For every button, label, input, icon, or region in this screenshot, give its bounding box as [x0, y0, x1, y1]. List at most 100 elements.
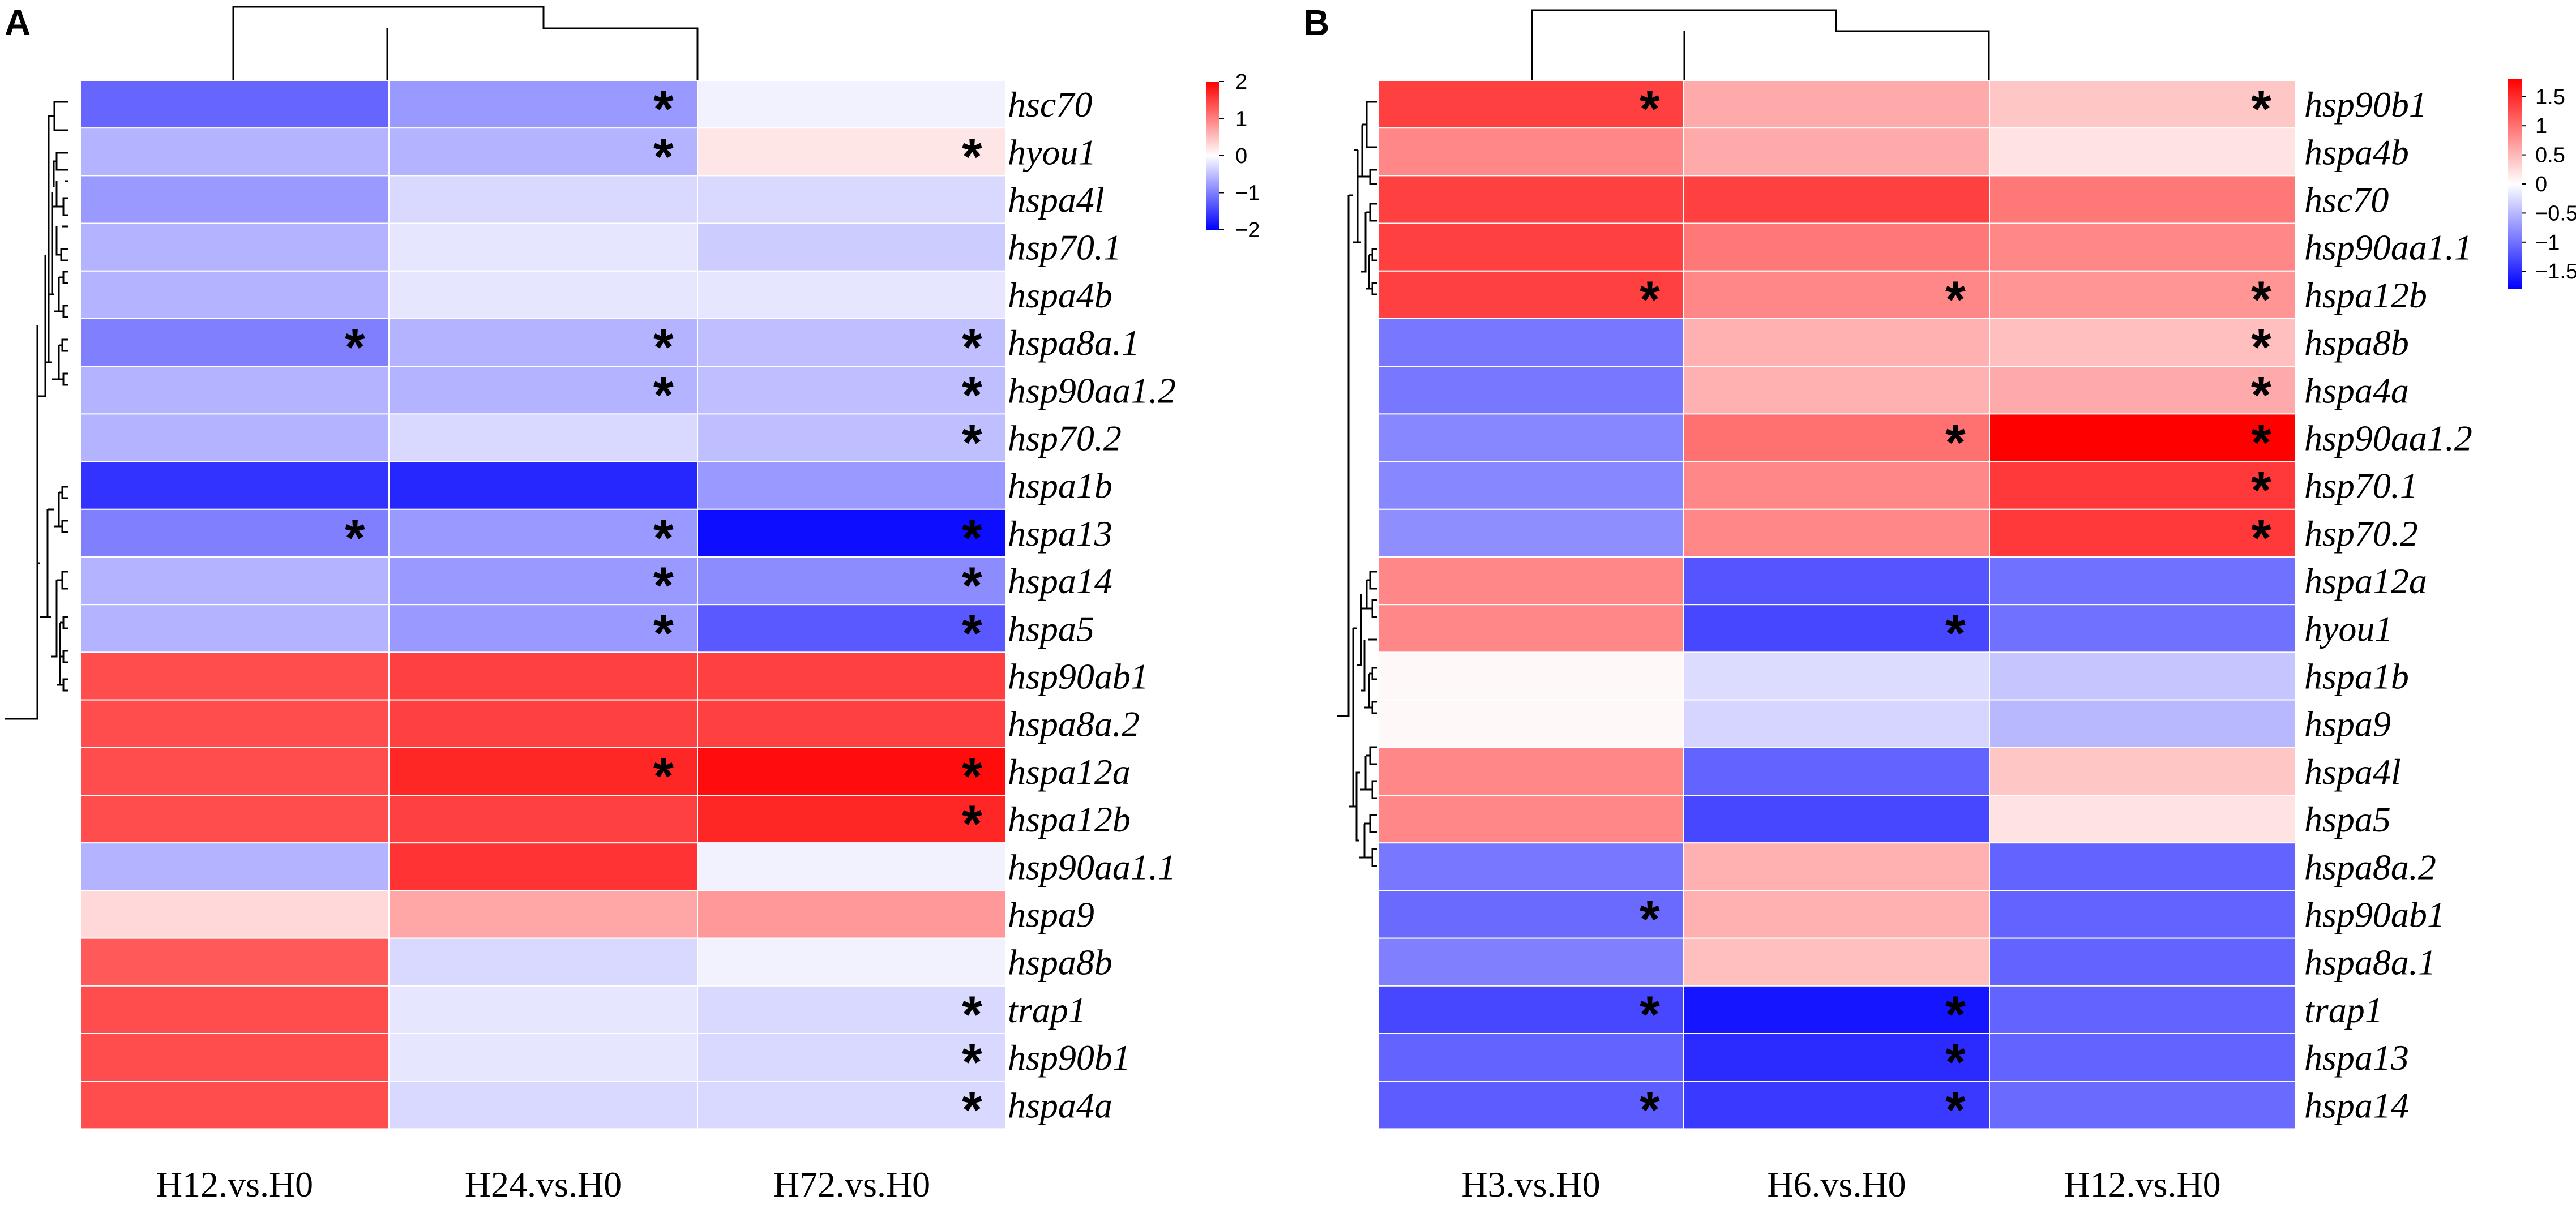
row-label-b-hspa9: hspa9 — [2304, 704, 2391, 744]
column-label-a-H72.vs.H0: H72.vs.H0 — [773, 1164, 930, 1204]
heatmap-cell-a-hsp90b1-H12.vs.H0 — [80, 1033, 390, 1082]
row-dendrogram-b — [1337, 101, 1378, 867]
heatmap-cell-a-hsp70.2-H12.vs.H0 — [80, 413, 390, 462]
row-label-a-hspa12a: hspa12a — [1008, 752, 1131, 792]
significance-marker-b-hsp90aa1.2-H6.vs.H0: * — [1945, 414, 1966, 472]
heatmap-cell-b-hspa14-H6.vs.H0 — [1683, 1081, 1990, 1130]
heatmap-cell-a-hspa13-H24.vs.H0 — [388, 508, 698, 558]
row-label-a-hsp90b1: hsp90b1 — [1008, 1037, 1131, 1078]
heatmap-cell-b-hsp90ab1-H3.vs.H0 — [1377, 890, 1684, 939]
significance-markers-b: * ** * **** ****** *** * — [1640, 80, 2271, 1139]
significance-marker-a-trap1-H72.vs.H0: * — [962, 986, 982, 1044]
panel-letter-b: B — [1303, 2, 1329, 43]
legend-tick-label-b-4: −0.5 — [2535, 202, 2576, 225]
heatmap-cell-a-hspa13-H12.vs.H0 — [80, 508, 390, 558]
significance-marker-a-hspa4a-H72.vs.H0: * — [962, 1081, 982, 1139]
heatmap-cell-b-hspa12a-H3.vs.H0 — [1377, 556, 1684, 606]
significance-marker-b-hspa12b-H6.vs.H0: * — [1945, 271, 1966, 329]
row-label-a-hsp70.1: hsp70.1 — [1008, 228, 1122, 268]
dendrogram-a — [5, 6, 699, 720]
column-label-a-H24.vs.H0: H24.vs.H0 — [465, 1164, 622, 1204]
heatmap-cell-b-hsc70-H3.vs.H0 — [1377, 175, 1684, 224]
significance-marker-a-hsp90aa1.2-H72.vs.H0: * — [962, 366, 982, 424]
column-label-b-H12.vs.H0: H12.vs.H0 — [2064, 1164, 2220, 1204]
heatmap-cell-a-hsc70-H24.vs.H0 — [388, 80, 698, 129]
heatmap-cell-a-hyou1-H12.vs.H0 — [80, 127, 390, 177]
heatmap-cell-a-hspa14-H12.vs.H0 — [80, 556, 390, 606]
heatmap-cell-b-hspa8b-H12.vs.H0 — [1989, 318, 2296, 367]
legend-tick-label-b-0: 1.5 — [2535, 85, 2565, 109]
significance-marker-a-hyou1-H72.vs.H0: * — [962, 128, 982, 186]
heatmap-cell-a-hspa8a.1-H12.vs.H0 — [80, 318, 390, 367]
row-labels-a: hsc70 hyou1 hspa4l hsp70.1 hspa4b hspa8a.1 hsp… — [1008, 84, 1176, 1125]
heatmap-cell-a-hspa14-H24.vs.H0 — [388, 556, 698, 606]
heatmap-cell-a-hspa4b-H72.vs.H0 — [697, 270, 1007, 319]
row-label-b-hspa8a.1: hspa8a.1 — [2304, 942, 2436, 983]
heatmap-cell-a-hspa5-H72.vs.H0 — [697, 604, 1007, 653]
heatmap-cell-b-hsp90ab1-H6.vs.H0 — [1683, 890, 1990, 939]
significance-marker-b-hsp90aa1.2-H12.vs.H0: * — [2251, 414, 2271, 472]
heatmap-cell-b-hspa8a.1-H12.vs.H0 — [1989, 937, 2296, 987]
heatmap-cell-b-hsp90b1-H6.vs.H0 — [1683, 80, 1990, 129]
heatmap-cell-b-hsp70.1-H12.vs.H0 — [1989, 461, 2296, 510]
heatmap-panel-a: A ** ** * ** *** * ** ** ** ***** hsc70hyou1hspa4… — [5, 2, 1260, 1204]
heatmap-cell-b-hspa4b-H12.vs.H0 — [1989, 127, 2296, 177]
row-label-b-hsp70.1: hsp70.1 — [2304, 466, 2418, 506]
row-dendrogram-a — [5, 101, 68, 720]
significance-marker-b-hspa4a-H12.vs.H0: * — [2251, 366, 2271, 424]
significance-marker-a-hspa12a-H72.vs.H0: * — [962, 748, 982, 805]
legend-gradient-bar-a — [1206, 82, 1219, 230]
heatmap-cell-b-hsp90aa1.2-H12.vs.H0 — [1989, 413, 2296, 462]
significance-marker-a-hspa8a.1-H24.vs.H0: * — [653, 319, 674, 376]
row-label-b-hspa8b: hspa8b — [2304, 323, 2409, 363]
heatmap-cell-a-hspa4l-H12.vs.H0 — [80, 175, 390, 224]
column-labels-a: H12.vs.H0 H24.vs.H0 H72.vs.H0 — [156, 1164, 930, 1204]
legend-tick-label-b-5: −1 — [2535, 231, 2560, 255]
significance-marker-a-hspa13-H12.vs.H0: * — [345, 509, 365, 567]
heatmap-cells-a — [80, 80, 1007, 1130]
heatmap-cell-a-hspa12a-H24.vs.H0 — [388, 747, 698, 796]
heatmap-cell-a-hspa8b-H12.vs.H0 — [80, 937, 390, 987]
significance-marker-a-hyou1-H24.vs.H0: * — [653, 128, 674, 186]
heatmap-cell-a-hsp90b1-H72.vs.H0 — [697, 1033, 1007, 1082]
heatmap-cell-b-hsp90aa1.1-H3.vs.H0 — [1377, 222, 1684, 272]
heatmap-cell-a-hspa13-H72.vs.H0 — [697, 508, 1007, 558]
heatmap-cell-b-hspa4a-H6.vs.H0 — [1683, 366, 1990, 415]
heatmap-cell-b-hspa12b-H12.vs.H0 — [1989, 270, 2296, 319]
heatmap-cell-b-hspa4b-H3.vs.H0 — [1377, 127, 1684, 177]
row-label-b-hsp90aa1.2: hsp90aa1.2 — [2304, 418, 2472, 458]
heatmap-cell-b-hspa8a.1-H3.vs.H0 — [1377, 937, 1684, 987]
heatmap-cell-b-hspa12b-H6.vs.H0 — [1683, 270, 1990, 319]
column-label-b-H6.vs.H0: H6.vs.H0 — [1767, 1164, 1906, 1204]
significance-markers-a: ** ** * ** *** * ** ** ** ***** — [345, 80, 982, 1139]
heatmap-cell-b-hspa8a.2-H3.vs.H0 — [1377, 842, 1684, 891]
column-label-a-H12.vs.H0: H12.vs.H0 — [156, 1164, 313, 1204]
heatmap-cell-b-hyou1-H12.vs.H0 — [1989, 604, 2296, 653]
heatmap-cell-b-hspa9-H6.vs.H0 — [1683, 699, 1990, 748]
column-label-b-H3.vs.H0: H3.vs.H0 — [1461, 1164, 1600, 1204]
heatmap-cell-b-hsp70.1-H3.vs.H0 — [1377, 461, 1684, 510]
row-label-a-hsp90aa1.1: hsp90aa1.1 — [1008, 847, 1176, 887]
heatmap-cell-b-trap1-H3.vs.H0 — [1377, 985, 1684, 1035]
significance-marker-a-hspa12a-H24.vs.H0: * — [653, 748, 674, 805]
row-label-b-hspa13: hspa13 — [2304, 1037, 2409, 1078]
legend-tick-label-a-2: 0 — [1235, 144, 1247, 168]
heatmap-cell-b-hspa13-H6.vs.H0 — [1683, 1033, 1990, 1082]
row-label-a-hyou1: hyou1 — [1008, 132, 1096, 172]
legend-tick-label-b-6: −1.5 — [2535, 260, 2576, 284]
significance-marker-b-hyou1-H6.vs.H0: * — [1945, 604, 1966, 662]
heatmap-cell-b-hspa1b-H12.vs.H0 — [1989, 651, 2296, 701]
row-label-b-hsp90aa1.1: hsp90aa1.1 — [2304, 228, 2472, 268]
row-label-b-hspa8a.2: hspa8a.2 — [2304, 847, 2436, 887]
heatmap-cell-a-hspa12a-H72.vs.H0 — [697, 747, 1007, 796]
heatmap-cell-b-hsp90aa1.2-H6.vs.H0 — [1683, 413, 1990, 462]
row-label-a-hspa8b: hspa8b — [1008, 942, 1112, 983]
legend-tick-label-b-1: 1 — [2535, 114, 2547, 138]
heatmap-cell-a-hspa8a.2-H72.vs.H0 — [697, 699, 1007, 748]
heatmap-cell-a-hspa8b-H72.vs.H0 — [697, 937, 1007, 987]
heatmap-cell-b-hspa14-H3.vs.H0 — [1377, 1081, 1684, 1130]
significance-marker-b-hsp90b1-H3.vs.H0: * — [1640, 80, 1660, 138]
heatmap-cell-b-hspa4a-H3.vs.H0 — [1377, 366, 1684, 415]
legend-tick-label-b-3: 0 — [2535, 173, 2547, 196]
row-label-a-hspa8a.2: hspa8a.2 — [1008, 704, 1140, 744]
